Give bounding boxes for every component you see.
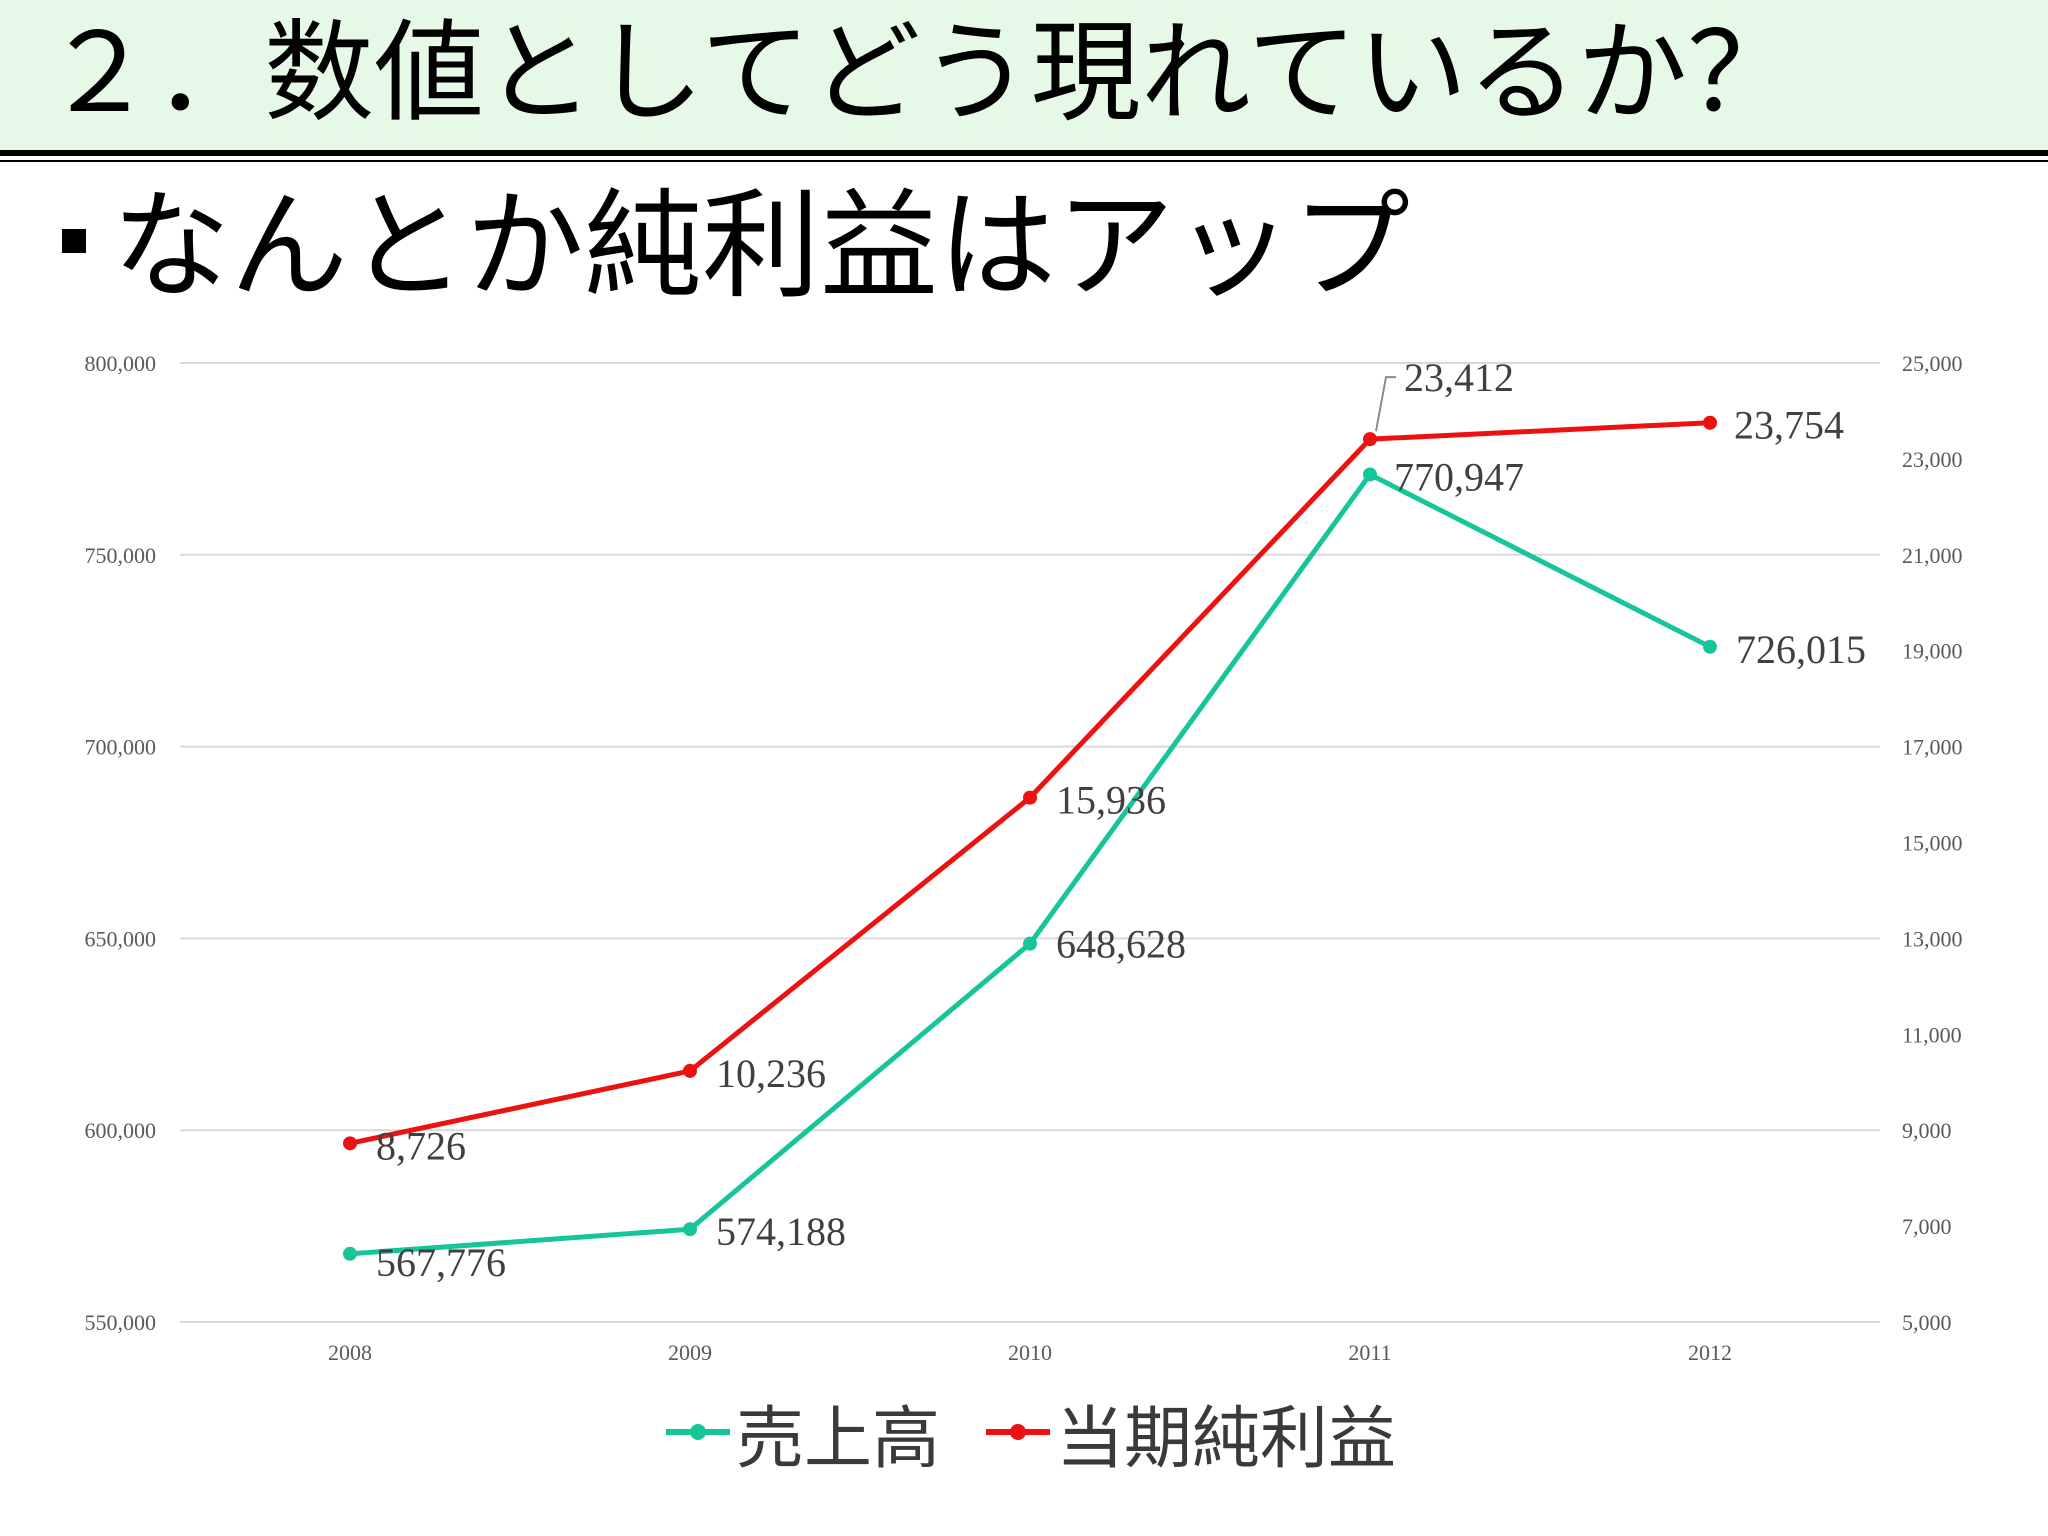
y-left-tick-label: 700,000 [85, 735, 157, 760]
y-right-tick-label: 7,000 [1902, 1214, 1952, 1239]
y-right-tick-label: 5,000 [1902, 1310, 1952, 1335]
data-label: 567,776 [376, 1240, 506, 1285]
chart-legend: 売上高 当期純利益 [0, 1382, 2048, 1482]
data-point [1023, 936, 1037, 951]
data-label: 8,726 [376, 1123, 466, 1168]
data-label: 726,015 [1736, 627, 1866, 672]
data-label: 10,236 [716, 1051, 826, 1096]
series-line-profit [347, 420, 1713, 1146]
data-label: 770,947 [1394, 454, 1524, 499]
y-left-tick-label: 550,000 [85, 1310, 157, 1335]
data-point [1703, 639, 1717, 654]
data-label: 15,936 [1056, 778, 1166, 823]
y-left-tick-label: 750,000 [85, 543, 157, 568]
data-label: 574,188 [716, 1209, 846, 1254]
data-label-leader [1375, 376, 1396, 432]
legend-profit-dot [1010, 1424, 1026, 1440]
legend-profit-marker-icon [986, 1382, 1050, 1482]
slide-title: ２．数値としてどう現れているか？ [44, 9, 1798, 137]
x-tick-label: 2012 [1688, 1340, 1732, 1365]
x-tick-label: 2009 [668, 1340, 712, 1365]
data-point [683, 1063, 697, 1078]
bullet-text: なんとか純利益はアップ [112, 177, 1411, 315]
data-point [1363, 467, 1377, 482]
legend-sales-dot [690, 1424, 706, 1440]
y-right-tick-label: 19,000 [1902, 639, 1963, 664]
y-right-tick-label: 11,000 [1902, 1022, 1962, 1047]
y-left-tick-label: 650,000 [85, 926, 157, 951]
y-right-tick-label: 23,000 [1902, 447, 1963, 472]
bullet-square-icon [62, 228, 86, 253]
legend-item-sales: 売上高 [666, 1382, 940, 1482]
x-tick-label: 2008 [328, 1340, 372, 1365]
data-point [1023, 790, 1037, 805]
x-tick-label: 2010 [1008, 1340, 1052, 1365]
legend-sales-marker-icon [666, 1382, 730, 1482]
slide-header: ２．数値としてどう現れているか？ [0, 0, 2048, 150]
y-right-tick-label: 13,000 [1902, 926, 1963, 951]
bullet-point: なんとか純利益はアップ [62, 176, 1410, 316]
header-divider-thin [0, 160, 2048, 162]
series-line-sales [347, 471, 1713, 1257]
data-point [1363, 432, 1377, 447]
y-right-tick-label: 25,000 [1902, 351, 1963, 376]
data-label: 23,754 [1734, 403, 1844, 448]
legend-item-profit: 当期純利益 [986, 1382, 1396, 1482]
y-right-tick-label: 15,000 [1902, 831, 1963, 856]
legend-profit-label: 当期純利益 [1056, 1399, 1397, 1479]
y-right-tick-label: 17,000 [1902, 735, 1963, 760]
data-label: 23,412 [1404, 355, 1514, 400]
legend-sales-label: 売上高 [736, 1399, 941, 1479]
data-label: 648,628 [1056, 922, 1186, 967]
x-tick-label: 2011 [1348, 1340, 1391, 1365]
y-right-tick-label: 21,000 [1902, 543, 1963, 568]
y-right-tick-label: 9,000 [1902, 1118, 1952, 1143]
data-point [1703, 415, 1717, 430]
data-point [343, 1136, 357, 1151]
data-point [343, 1246, 357, 1261]
header-divider-thick [0, 150, 2048, 156]
y-left-tick-label: 800,000 [85, 351, 157, 376]
data-point [683, 1222, 697, 1237]
y-left-tick-label: 600,000 [85, 1118, 157, 1143]
